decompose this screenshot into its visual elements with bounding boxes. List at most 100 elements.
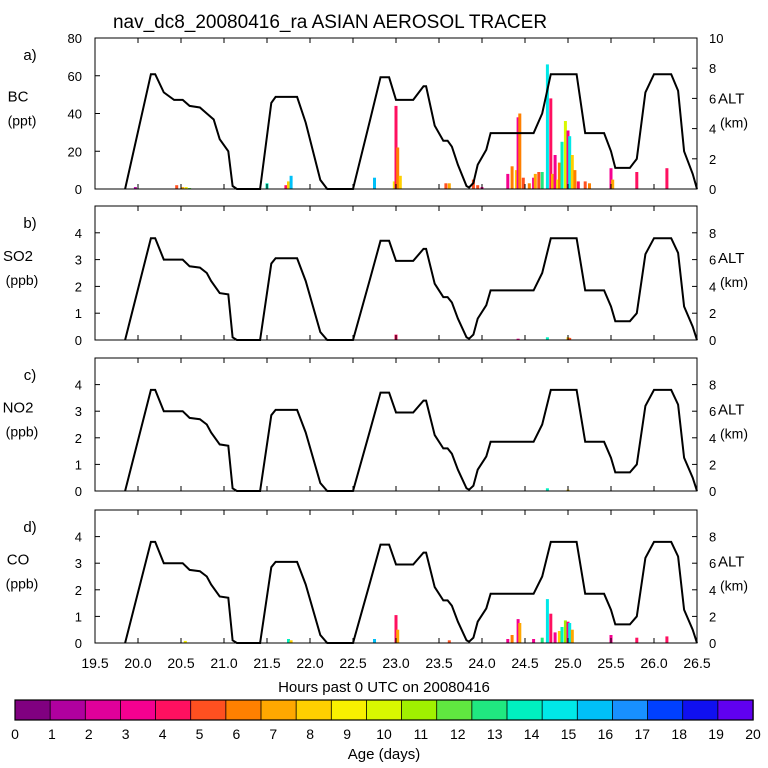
tracer-bar (583, 181, 587, 189)
alt-label: ALT (718, 402, 744, 419)
y-tick-label: 40 (68, 107, 82, 122)
plot-frame (94, 205, 698, 341)
alt-tick-label: 4 (709, 122, 716, 137)
x-tick-label: 22.5 (339, 655, 366, 671)
tracer-bar (540, 637, 544, 643)
x-tick-label: 21.5 (253, 655, 280, 671)
colorbar-swatch (84, 699, 122, 721)
colorbar-tick-label: 14 (524, 726, 540, 742)
alt-tick-label: 2 (709, 152, 716, 167)
tracer-bar (521, 177, 525, 189)
tracer-bar (506, 639, 510, 643)
x-tick-label: 26.0 (640, 655, 667, 671)
y-tick-label: 4 (75, 378, 82, 393)
x-tick-label: 26.5 (683, 655, 710, 671)
panel-co: 0 1 2 3 4 0 2 4 6 8 d) CO (ppb) ALT (km) (6, 509, 748, 651)
tracer-bar (551, 173, 554, 189)
tracer-bar (549, 613, 553, 643)
y-tick-label: 20 (68, 144, 82, 159)
alt-tick-label: 6 (709, 404, 716, 419)
colorbar-swatch (49, 699, 86, 721)
x-tick-label: 23.5 (425, 655, 452, 671)
tracer-bar (447, 183, 451, 189)
colorbar-tick-label: 12 (450, 726, 466, 742)
units-label: (ppb) (6, 424, 39, 440)
y-tick-label: 4 (75, 226, 82, 241)
alt-label: ALT (718, 250, 744, 267)
x-tick-label: 22.0 (296, 655, 323, 671)
units-label: (ppt) (8, 113, 37, 129)
y-tick-label: 3 (75, 253, 82, 268)
alt-label: ALT (718, 554, 744, 571)
colorbar-swatch (14, 699, 51, 721)
species-label: NO2 (3, 400, 34, 417)
tracer-bar (540, 172, 544, 189)
colorbar-tick-label: 9 (343, 726, 351, 742)
tracer-bar (573, 170, 577, 189)
tracer-bar (549, 98, 553, 189)
colorbar-swatch (682, 699, 719, 721)
tracer-bar (133, 187, 137, 189)
tracer-bar (570, 629, 574, 643)
colorbar-tick-label: 15 (561, 726, 577, 742)
colorbar-tick-label: 6 (233, 726, 241, 742)
tracer-bar (175, 185, 179, 189)
tracer-bar (576, 181, 580, 189)
alt-tick-label: 8 (709, 61, 716, 76)
tracer-bar (611, 179, 615, 189)
species-label: SO2 (3, 248, 33, 265)
alt-tick-label: 0 (709, 636, 716, 651)
tracer-bar (553, 155, 557, 189)
alt-units-label: (km) (720, 274, 748, 290)
colorbar-tick-label: 2 (85, 726, 93, 742)
panel-letter: d) (23, 519, 36, 536)
x-tick-labels: 19.5 20.0 20.5 21.0 21.5 22.0 22.5 23.0 23.5 24.0… (81, 655, 710, 671)
tracer-bar (545, 64, 549, 189)
altitude-line (124, 73, 698, 190)
colorbar-swatch (436, 699, 473, 721)
tracer-bar (396, 629, 400, 643)
alt-tick-label: 0 (709, 484, 716, 499)
alt-tick-label: 10 (709, 31, 723, 46)
tracer-bar (289, 640, 293, 643)
colorbar-swatch (260, 699, 297, 721)
panel-letter: b) (23, 215, 36, 232)
altitude-line (124, 388, 698, 492)
colorbar-tick-label: 5 (196, 726, 204, 742)
tracer-bar (553, 632, 557, 643)
colorbar-tick-label: 3 (122, 726, 130, 742)
y-tick-label: 80 (68, 31, 82, 46)
tracer-bar (518, 623, 522, 643)
y-tick-label: 3 (75, 404, 82, 419)
x-tick-label: 21.0 (210, 655, 237, 671)
colorbar-swatch (155, 699, 192, 721)
tracer-bar (373, 639, 376, 643)
tracer-bar (181, 187, 185, 189)
tracer-bar (516, 619, 520, 643)
alt-tick-label: 8 (709, 226, 716, 241)
colorbar-tick-label: 0 (11, 726, 19, 742)
panel-bc: 0 20 40 60 80 0 2 4 6 8 10 a) BC (ppt) ALT (km) (8, 31, 748, 197)
colorbar-swatch (717, 699, 754, 721)
tracer-bar (447, 640, 451, 643)
species-label: BC (8, 89, 29, 106)
tracer-bar (373, 177, 376, 189)
colorbar-swatch (120, 699, 157, 721)
colorbar-swatch (576, 699, 614, 721)
colorbar-swatch (401, 699, 438, 721)
y-tick-label: 4 (75, 530, 82, 545)
colorbar-label: Age (days) (348, 746, 421, 763)
colorbar-swatch (541, 699, 578, 721)
x-tick-label: 24.5 (511, 655, 538, 671)
y-tick-label: 0 (75, 333, 82, 348)
alt-tick-label: 6 (709, 556, 716, 571)
colorbar-frame (14, 699, 754, 721)
y-tick-label: 3 (75, 556, 82, 571)
tracer-bar (398, 175, 402, 189)
tracer-bar (287, 639, 290, 643)
colorbar-swatch (330, 699, 368, 721)
alt-label: ALT (718, 91, 744, 108)
alt-tick-label: 8 (709, 378, 716, 393)
tracer-bar (665, 168, 669, 189)
colorbar-tick-label: 16 (598, 726, 614, 742)
